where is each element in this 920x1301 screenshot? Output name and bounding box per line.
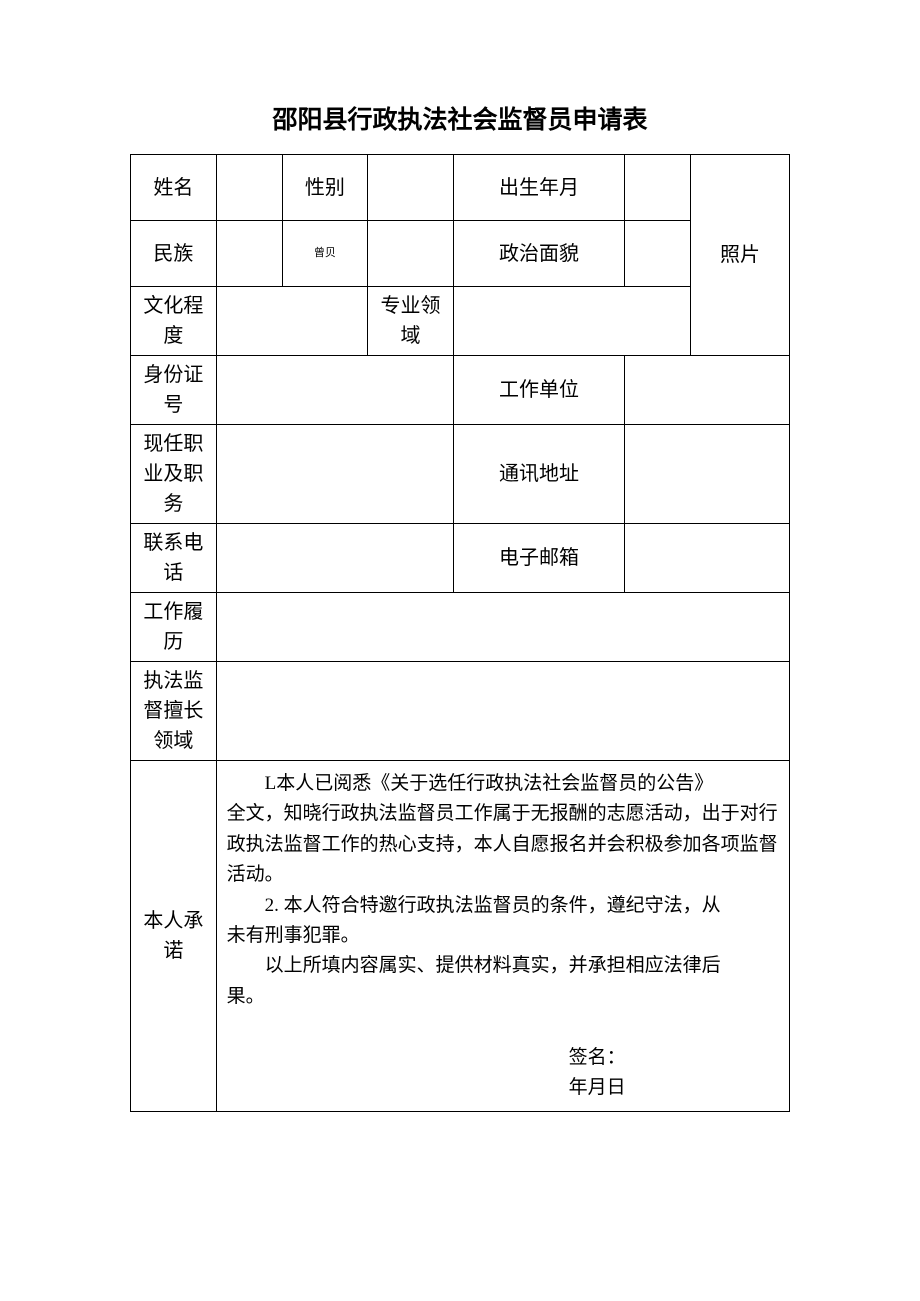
commitment-date-label: 年月日 <box>569 1077 626 1098</box>
label-education: 文化程度 <box>131 287 217 356</box>
label-phone: 联系电话 <box>131 524 217 593</box>
label-work-unit: 工作单位 <box>453 356 624 425</box>
label-expertise: 执法监督擅长领域 <box>131 662 217 761</box>
field-phone[interactable] <box>216 524 453 593</box>
label-political: 政治面貌 <box>453 221 624 287</box>
field-address[interactable] <box>625 425 790 524</box>
label-address: 通讯地址 <box>453 425 624 524</box>
field-email[interactable] <box>625 524 790 593</box>
label-cengbei: 曾贝 <box>282 221 368 287</box>
page-title: 邵阳县行政执法社会监督员申请表 <box>130 100 790 136</box>
field-birth[interactable] <box>625 155 691 221</box>
commitment-p1a: L本人已阅悉《关于选任行政执法社会监督员的公告》 <box>265 773 714 794</box>
field-education[interactable] <box>216 287 368 356</box>
commitment-p2b: 未有刑事犯罪。 <box>227 925 360 946</box>
label-specialty: 专业领域 <box>368 287 454 356</box>
field-name[interactable] <box>216 155 282 221</box>
application-form-table: 姓名 性别 出生年月 照片 民族 曾贝 政治面貌 文化程度 专业领域 身份证号 … <box>130 154 790 1112</box>
label-ethnicity: 民族 <box>131 221 217 287</box>
field-id-num[interactable] <box>216 356 453 425</box>
field-ethnicity[interactable] <box>216 221 282 287</box>
field-political[interactable] <box>625 221 691 287</box>
field-specialty[interactable] <box>453 287 690 356</box>
label-name: 姓名 <box>131 155 217 221</box>
label-email: 电子邮箱 <box>453 524 624 593</box>
label-id-num: 身份证号 <box>131 356 217 425</box>
commitment-p3b: 果。 <box>227 986 265 1007</box>
label-gender: 性别 <box>282 155 368 221</box>
commitment-p3: 以上所填内容属实、提供材料真实，并承担相应法律后 <box>265 955 721 976</box>
field-expertise[interactable] <box>216 662 789 761</box>
label-birth: 出生年月 <box>453 155 624 221</box>
field-work-history[interactable] <box>216 593 789 662</box>
commitment-sign-label: 签名： <box>569 1047 626 1068</box>
commitment-p2a: 2. 本人符合特邀行政执法监督员的条件，遵纪守法，从 <box>265 895 721 916</box>
field-work-unit[interactable] <box>625 356 790 425</box>
commitment-p1b: 全文，知晓行政执法监督员工作属于无报酬的志愿活动，出于对行政执法监督工作的热心支… <box>227 803 778 885</box>
commitment-content: L本人已阅悉《关于选任行政执法社会监督员的公告》 全文，知晓行政执法监督员工作属… <box>216 761 789 1112</box>
label-commitment: 本人承诺 <box>131 761 217 1112</box>
field-cengbei[interactable] <box>368 221 454 287</box>
label-photo: 照片 <box>691 155 790 356</box>
field-gender[interactable] <box>368 155 454 221</box>
label-position: 现任职业及职务 <box>131 425 217 524</box>
field-position[interactable] <box>216 425 453 524</box>
label-work-history: 工作履历 <box>131 593 217 662</box>
